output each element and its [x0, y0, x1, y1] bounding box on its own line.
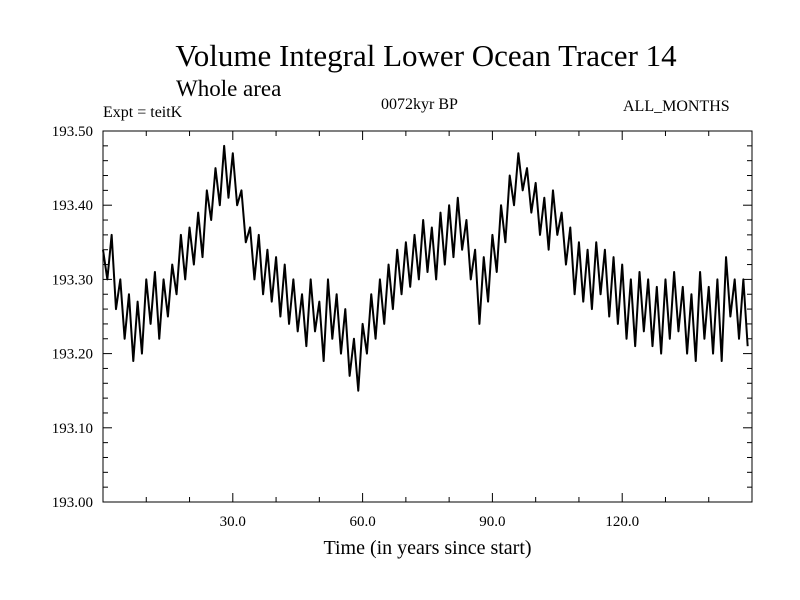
- plot-frame: [102, 130, 753, 503]
- y-tick-label: 193.20: [52, 347, 93, 363]
- experiment-label: Expt = teitK: [103, 104, 183, 121]
- chart-title: Volume Integral Lower Ocean Tracer 14: [175, 38, 677, 73]
- y-tick-label: 193.00: [52, 495, 93, 511]
- y-tick-label: 193.50: [52, 124, 93, 140]
- x-tick-label: 120.0: [605, 514, 639, 530]
- x-axis-label: Time (in years since start): [323, 537, 532, 559]
- y-tick-label: 193.10: [52, 421, 93, 437]
- series-line: [102, 144, 749, 392]
- x-tick-label: 90.0: [479, 514, 505, 530]
- x-tick-label: 60.0: [349, 514, 375, 530]
- x-tick-label: 30.0: [220, 514, 246, 530]
- y-tick-label: 193.40: [52, 198, 93, 214]
- y-tick-label: 193.30: [52, 272, 93, 288]
- chart-subtitle: Whole area: [176, 76, 282, 101]
- months-label: ALL_MONTHS: [623, 98, 730, 115]
- period-label: 0072kyr BP: [381, 96, 458, 113]
